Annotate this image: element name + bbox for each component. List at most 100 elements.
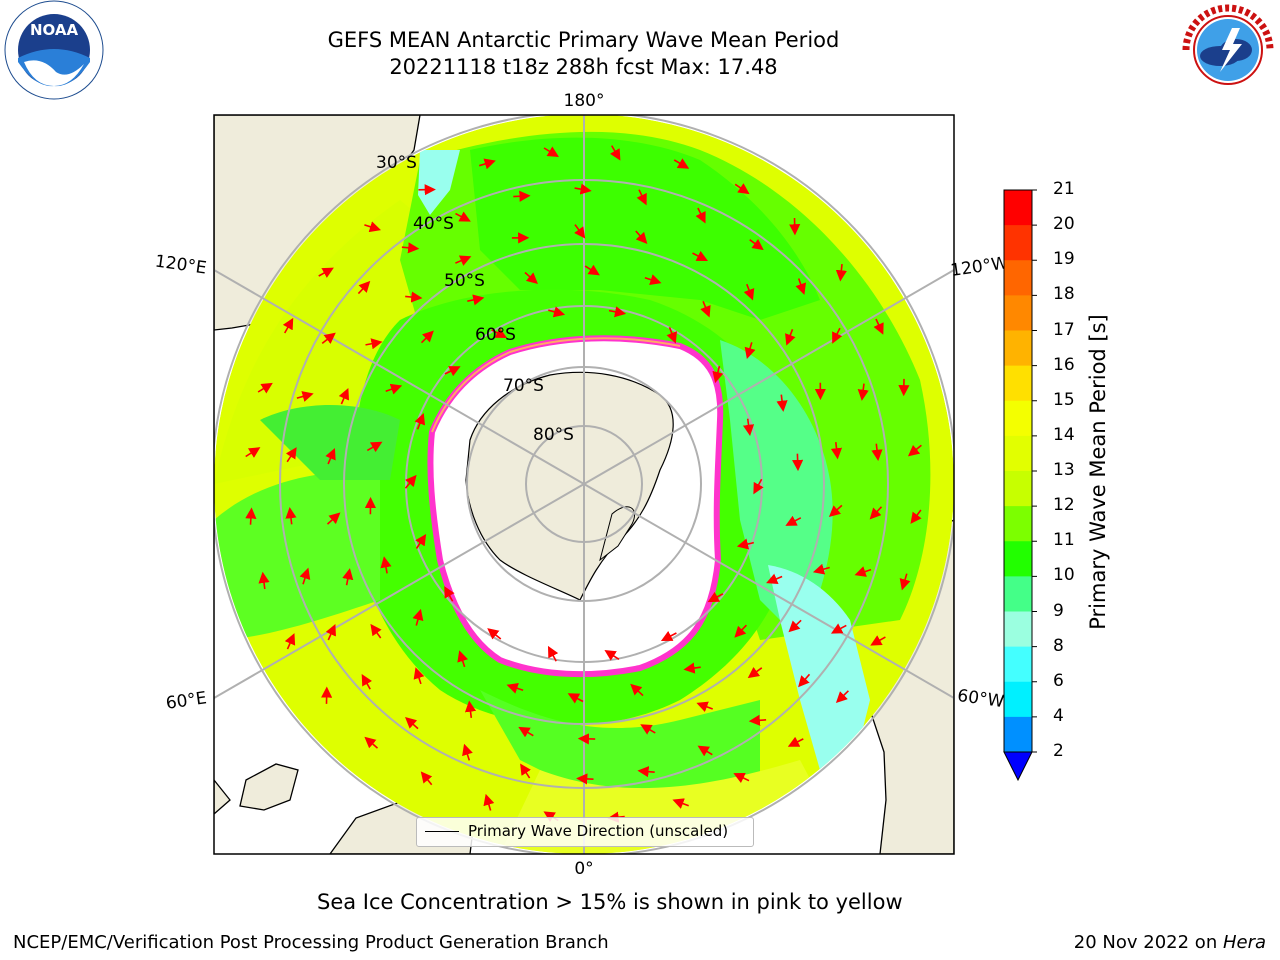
direction-arrow <box>524 271 538 285</box>
direction-arrow <box>245 507 257 525</box>
direction-arrow <box>543 146 559 157</box>
colorbar-tick-label: 19 <box>1053 249 1075 270</box>
direction-arrow <box>548 306 566 318</box>
direction-arrow <box>744 342 756 360</box>
lon-label-0: 0° <box>574 859 593 879</box>
direction-arrow <box>487 628 502 640</box>
direction-arrow <box>660 630 677 642</box>
direction-arrow <box>325 448 336 465</box>
colorbar-segment <box>1004 400 1032 437</box>
direction-arrow <box>644 274 662 285</box>
colorbar-segment <box>1004 576 1032 612</box>
colorbar-tick-label: 15 <box>1053 389 1075 410</box>
colorbar-segment <box>1004 681 1032 718</box>
lat-label-30s: 30°S <box>376 153 417 173</box>
direction-arrow <box>365 338 383 350</box>
direction-arrow <box>366 441 383 453</box>
colorbar-tick-label: 20 <box>1053 214 1075 235</box>
colorbar-tick-label: 10 <box>1053 565 1075 586</box>
lat-label-50s: 50°S <box>444 271 485 291</box>
direction-arrow <box>695 207 706 224</box>
direction-arrow <box>766 573 783 585</box>
direction-arrow <box>630 683 644 697</box>
direction-arrow <box>444 366 461 377</box>
direction-arrow <box>420 330 434 344</box>
direction-arrow <box>748 714 767 726</box>
legend-label: Primary Wave Direction (unscaled) <box>468 822 729 840</box>
colorbar-segment <box>1004 611 1032 648</box>
map-legend: Primary Wave Direction (unscaled) <box>416 817 754 847</box>
direction-arrow <box>318 267 334 278</box>
noaa-logo-text: NOAA <box>30 21 79 39</box>
nws-logo <box>1180 2 1276 98</box>
direction-arrow <box>413 667 425 685</box>
direction-arrow <box>857 383 869 401</box>
colorbar-segment <box>1004 260 1032 296</box>
direction-arrow <box>370 623 382 639</box>
direction-arrow <box>414 413 426 430</box>
direction-arrow <box>899 573 911 591</box>
colorbar-extend-triangle <box>1003 751 1033 782</box>
colorbar-tick-label: 4 <box>1053 705 1064 726</box>
colorbar-segment <box>1004 435 1032 472</box>
direction-arrow <box>364 221 382 233</box>
direction-arrow <box>357 280 371 295</box>
direction-arrow <box>444 586 455 602</box>
lon-label-60w: 60°W <box>956 686 1005 712</box>
direction-arrow <box>742 418 755 436</box>
colorbar-tick-label: 13 <box>1053 460 1075 480</box>
direction-arrow <box>404 474 417 489</box>
lon-label-60e: 60°E <box>165 688 208 713</box>
direction-arrow <box>412 608 424 626</box>
lon-label-120e: 120°E <box>154 252 208 279</box>
direction-arrow <box>464 700 477 719</box>
lon-label-120w: 120°W <box>949 253 1009 281</box>
direction-arrow <box>483 793 495 811</box>
lon-label-180: 180° <box>564 91 605 111</box>
direction-arrow <box>380 556 392 574</box>
direction-arrow <box>547 645 559 662</box>
colorbar-segment <box>1004 330 1032 367</box>
lat-label-40s: 40°S <box>413 214 454 234</box>
direction-arrow <box>743 283 755 301</box>
colorbar-tick-label: 16 <box>1053 354 1075 375</box>
direction-arrow <box>672 798 689 809</box>
colorbar-tick-label: 21 <box>1053 179 1075 199</box>
colorbar-tick-label: 6 <box>1053 670 1064 691</box>
direction-arrow <box>835 690 849 703</box>
direction-arrow <box>749 238 764 251</box>
colorbar <box>1003 189 1037 782</box>
colorbar-segment <box>1004 295 1032 331</box>
direction-arrow <box>245 447 261 458</box>
colorbar-tick-label: 17 <box>1053 319 1075 340</box>
direction-arrow <box>455 211 471 222</box>
direction-arrow <box>415 533 427 549</box>
colorbar-tick-label: 8 <box>1053 635 1064 656</box>
wave-direction-arrows <box>245 145 922 823</box>
colorbar-tick-label: 11 <box>1053 530 1075 551</box>
direction-arrow <box>491 327 508 338</box>
direction-arrow <box>673 158 690 169</box>
footer-date-text: 20 Nov 2022 on <box>1073 932 1223 953</box>
colorbar-segment <box>1004 716 1032 753</box>
direction-arrow <box>785 515 802 526</box>
colorbar-segment <box>1004 471 1032 507</box>
direction-arrow <box>385 383 403 395</box>
direction-arrow <box>828 504 843 517</box>
direction-arrow <box>830 623 847 634</box>
colorbar-label: Primary Wave Mean Period [s] <box>1086 314 1110 630</box>
map-frame <box>213 114 955 855</box>
direction-arrow <box>683 662 701 674</box>
direction-arrow <box>635 230 648 244</box>
direction-arrow <box>567 693 584 704</box>
direction-arrow <box>284 633 296 650</box>
colorbar-tick-label: 18 <box>1053 284 1075 305</box>
direction-arrow <box>285 507 297 525</box>
direction-arrow <box>854 566 872 577</box>
direction-arrow <box>870 635 886 646</box>
direction-arrow <box>604 649 620 661</box>
direction-arrow <box>364 736 379 749</box>
direction-arrow <box>296 391 314 402</box>
colorbar-tick-label: 14 <box>1053 424 1075 445</box>
